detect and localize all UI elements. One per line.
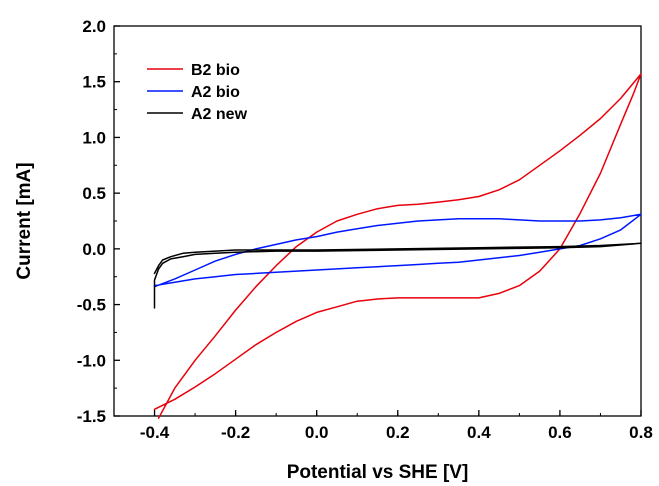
y-tick-label: -0.5 bbox=[77, 296, 106, 315]
series-layer bbox=[153, 73, 642, 419]
x-tick-label: 0.8 bbox=[629, 423, 653, 442]
y-tick-label: 1.5 bbox=[82, 73, 106, 92]
x-axis: -0.4 -0.2 0.0 0.2 0.4 0.6 0.8 bbox=[113, 410, 653, 442]
x-tick-label: 0.2 bbox=[386, 423, 410, 442]
y-axis-title: Current [mA] bbox=[14, 162, 35, 279]
series-line-a2-new bbox=[153, 242, 642, 309]
series-line-b2-bio bbox=[153, 73, 642, 419]
series-line-a2-bio bbox=[153, 213, 642, 288]
legend-label: B2 bio bbox=[191, 62, 240, 79]
legend: B2 bio A2 bio A2 new bbox=[147, 62, 248, 123]
legend-label: A2 new bbox=[191, 106, 248, 123]
x-tick-label: 0.4 bbox=[467, 423, 491, 442]
x-tick-label: 0.0 bbox=[305, 423, 329, 442]
y-tick-label: 2.0 bbox=[82, 17, 106, 36]
x-tick-label: 0.6 bbox=[548, 423, 572, 442]
y-tick-label: -1.5 bbox=[77, 407, 106, 426]
y-tick-label: 0.5 bbox=[82, 184, 106, 203]
x-tick-label: -0.2 bbox=[221, 423, 250, 442]
legend-label: A2 bio bbox=[191, 84, 240, 101]
x-axis-title: Potential vs SHE [V] bbox=[287, 462, 469, 483]
y-tick-label: 0.0 bbox=[82, 240, 106, 259]
plot-area bbox=[113, 25, 642, 419]
x-tick-label: -0.4 bbox=[140, 423, 170, 442]
y-tick-label: -1.0 bbox=[77, 351, 106, 370]
y-axis: -1.5 -1.0 -0.5 0.0 0.5 1.0 1.5 2.0 bbox=[77, 17, 120, 426]
y-tick-label: 1.0 bbox=[82, 128, 106, 147]
